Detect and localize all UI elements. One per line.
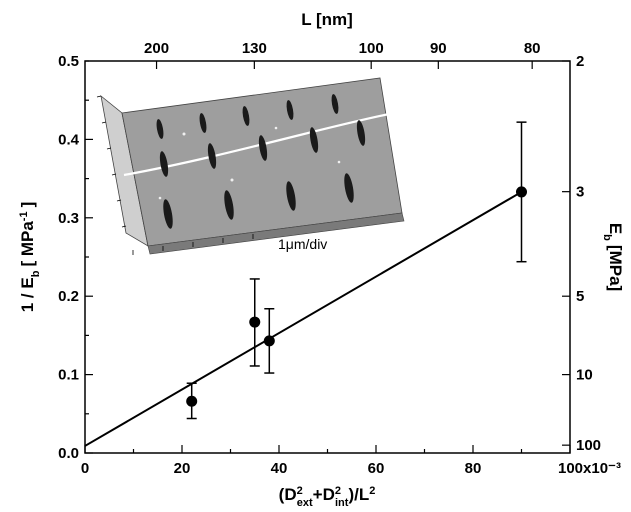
x-tick-label: 40 <box>271 460 288 477</box>
data-point <box>516 186 527 198</box>
x-axis-title: (D2 ext+D2 int)/L2 <box>279 485 376 509</box>
y-tick-label: 0.1 <box>58 367 79 384</box>
right-tick-label: 3 <box>576 184 584 201</box>
y-tick-label: 0.3 <box>58 210 79 227</box>
top-tick-label: 130 <box>242 40 267 57</box>
top-tick-label: 200 <box>144 40 169 57</box>
x-tick-label: 60 <box>368 460 385 477</box>
data-point <box>263 335 275 347</box>
x-tick-label: 0 <box>81 460 89 477</box>
top-tick-label: 100 <box>359 40 384 57</box>
right-axis-title: Eb[MPa] <box>601 223 625 291</box>
top-tick-label: 90 <box>430 40 447 57</box>
x-tick-label: 20 <box>174 460 191 477</box>
right-tick-label: 100 <box>576 437 601 454</box>
data-points <box>186 121 527 420</box>
y-tick-label: 0.4 <box>58 131 80 148</box>
right-tick-label: 2 <box>576 53 584 70</box>
top-tick-label: 80 <box>524 40 541 57</box>
x-tick-label: 80 <box>465 460 482 477</box>
y-tick-label: 0.0 <box>58 445 79 462</box>
tick-labels: 0 20 40 60 80 100x10⁻³ 0.0 0.1 0.2 0.3 0.4 0.5 200 13… <box>58 40 621 477</box>
right-tick-label: 5 <box>576 288 584 305</box>
x-tick-label: 100x10⁻³ <box>558 460 621 477</box>
fit-line <box>84 191 523 447</box>
inset-scale-label: 1μm/div <box>278 236 327 252</box>
inset-afm-image: 1μm/div <box>96 77 405 255</box>
ticks <box>84 60 571 454</box>
y-axis-title: 1 / Eb[ MPa-1] <box>18 202 42 313</box>
data-point <box>249 316 261 328</box>
y-tick-label: 0.2 <box>58 288 79 305</box>
y-tick-label: 0.5 <box>58 53 79 70</box>
right-tick-label: 10 <box>576 367 593 384</box>
top-axis-title: L [nm] <box>301 10 353 29</box>
data-point <box>186 395 198 407</box>
